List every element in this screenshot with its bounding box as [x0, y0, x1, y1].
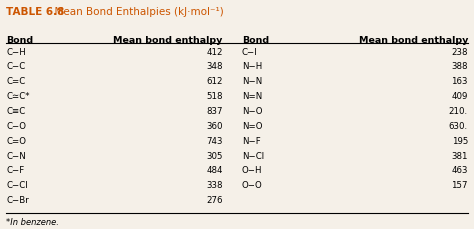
Text: 409: 409 [452, 92, 468, 101]
Text: Bond: Bond [242, 36, 269, 45]
Text: C−Br: C−Br [6, 195, 29, 204]
Text: 195: 195 [452, 136, 468, 145]
Text: C−N: C−N [6, 151, 26, 160]
Text: C≡C: C≡C [6, 106, 25, 115]
Text: Mean bond enthalpy: Mean bond enthalpy [358, 36, 468, 45]
Text: 484: 484 [206, 166, 223, 174]
Text: N=O: N=O [242, 121, 262, 130]
Text: 630.: 630. [449, 121, 468, 130]
Text: C−O: C−O [6, 121, 26, 130]
Text: 210.: 210. [449, 106, 468, 115]
Text: N−O: N−O [242, 106, 262, 115]
Text: 388: 388 [451, 62, 468, 71]
Text: O−O: O−O [242, 180, 263, 189]
Text: N=N: N=N [242, 92, 262, 101]
Text: N−F: N−F [242, 136, 260, 145]
Text: 338: 338 [206, 180, 223, 189]
Text: C−Cl: C−Cl [6, 180, 27, 189]
Text: N−Cl: N−Cl [242, 151, 264, 160]
Text: N−N: N−N [242, 77, 262, 86]
Text: N−H: N−H [242, 62, 262, 71]
Text: 837: 837 [206, 106, 223, 115]
Text: 157: 157 [451, 180, 468, 189]
Text: C−H: C−H [6, 47, 26, 56]
Text: 276: 276 [206, 195, 223, 204]
Text: C≃C*: C≃C* [6, 92, 29, 101]
Text: 360: 360 [206, 121, 223, 130]
Text: O−H: O−H [242, 166, 262, 174]
Text: C−C: C−C [6, 62, 25, 71]
Text: Mean Bond Enthalpies (kJ·mol⁻¹): Mean Bond Enthalpies (kJ·mol⁻¹) [47, 7, 223, 17]
Text: 412: 412 [206, 47, 223, 56]
Text: 381: 381 [451, 151, 468, 160]
Text: 348: 348 [206, 62, 223, 71]
Text: 463: 463 [451, 166, 468, 174]
Text: C=O: C=O [6, 136, 26, 145]
Text: 163: 163 [451, 77, 468, 86]
Text: Bond: Bond [6, 36, 33, 45]
Text: 743: 743 [206, 136, 223, 145]
Text: 238: 238 [451, 47, 468, 56]
Text: *In benzene.: *In benzene. [6, 217, 59, 226]
Text: C=C: C=C [6, 77, 25, 86]
Text: 305: 305 [206, 151, 223, 160]
Text: 518: 518 [206, 92, 223, 101]
Text: TABLE 6.8: TABLE 6.8 [6, 7, 64, 17]
Text: C−F: C−F [6, 166, 24, 174]
Text: 612: 612 [206, 77, 223, 86]
Text: Mean bond enthalpy: Mean bond enthalpy [113, 36, 223, 45]
Text: C−I: C−I [242, 47, 257, 56]
